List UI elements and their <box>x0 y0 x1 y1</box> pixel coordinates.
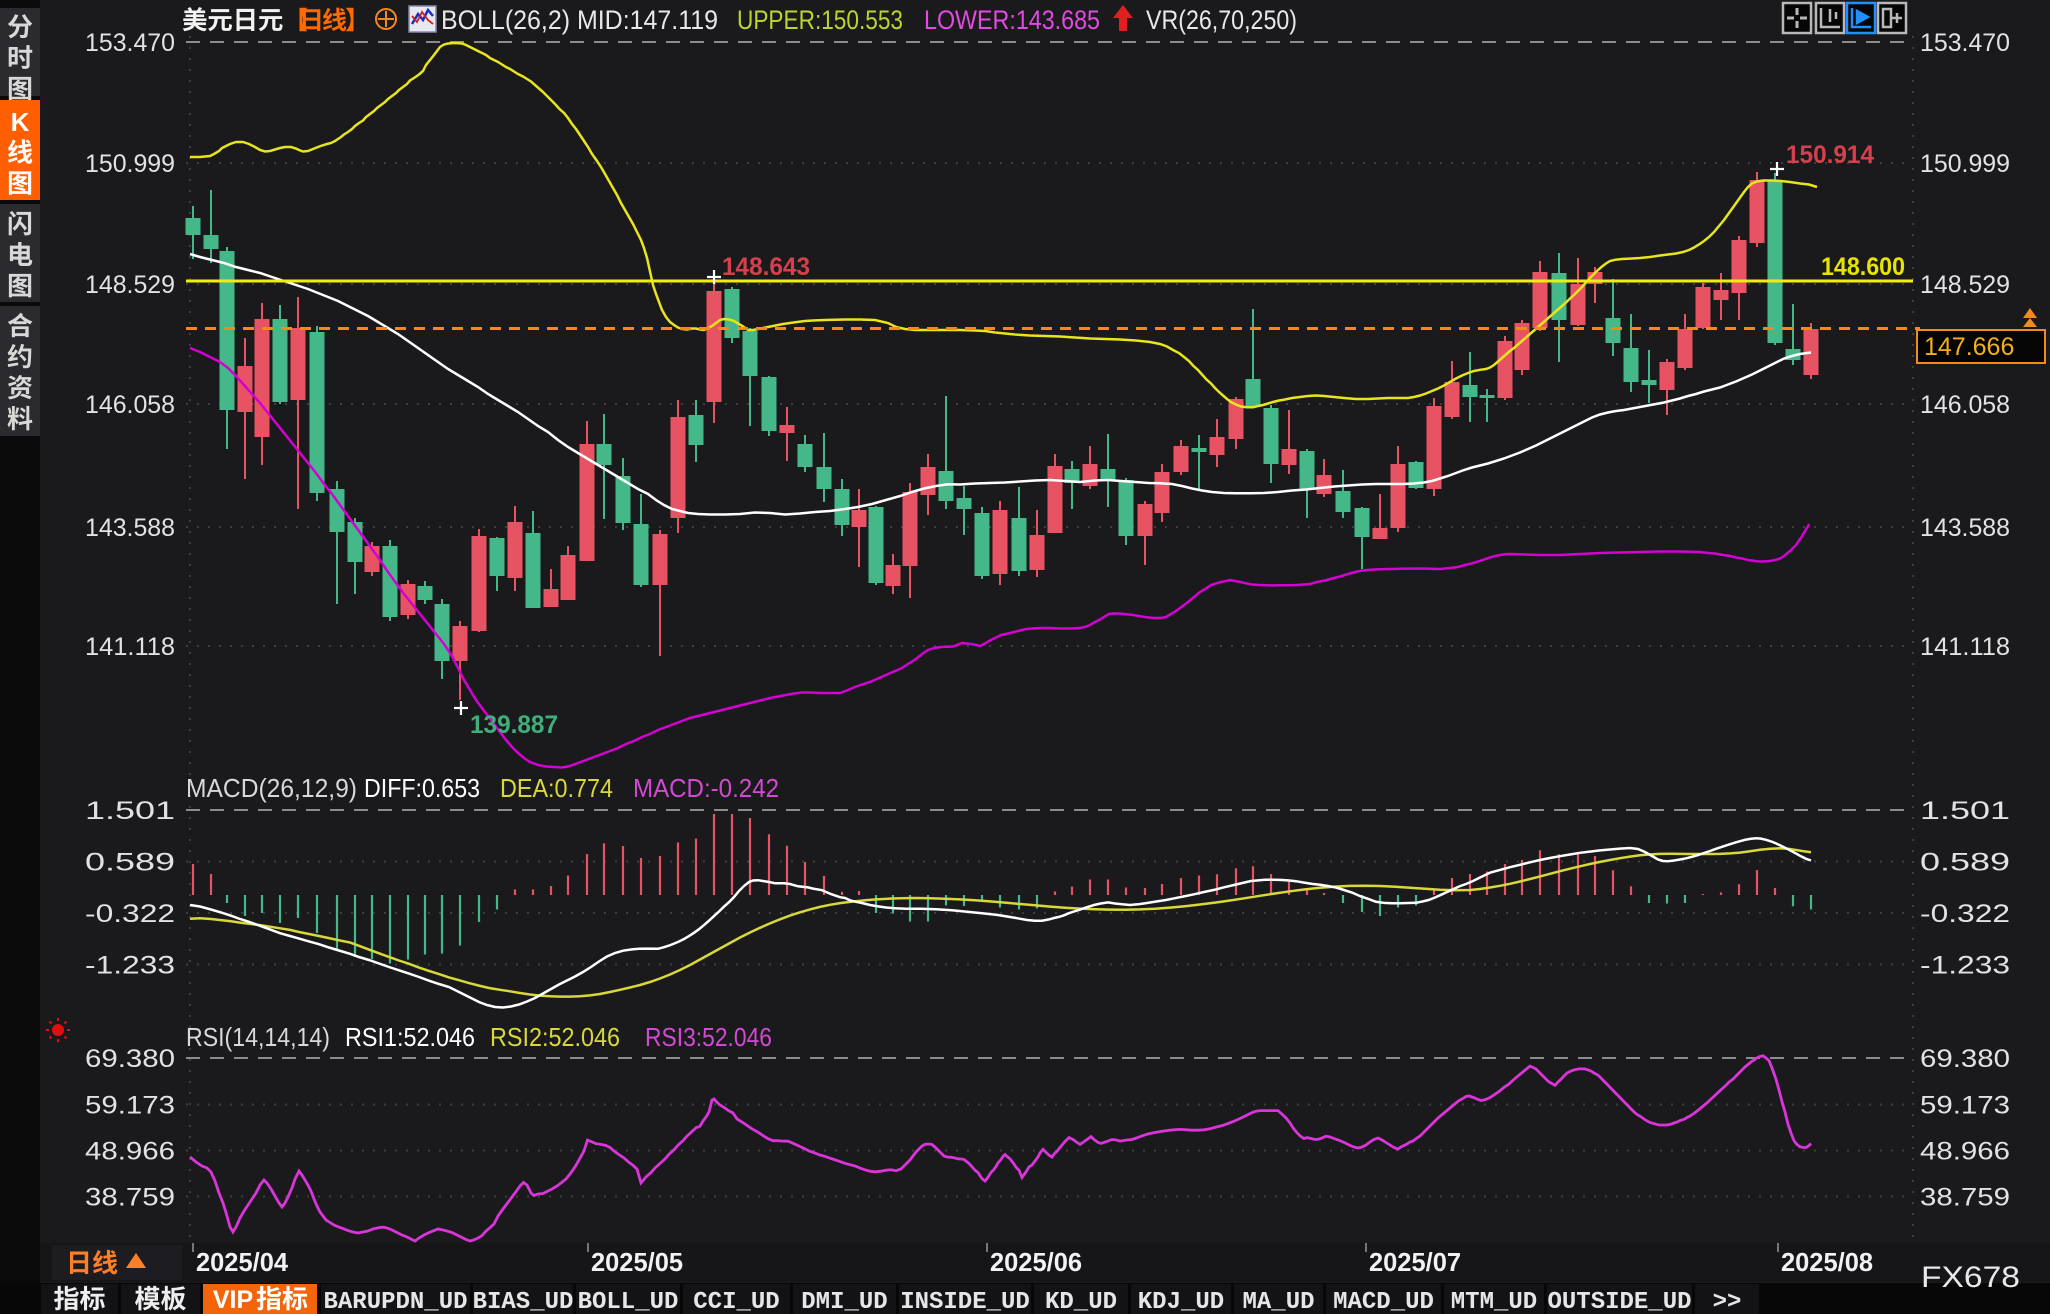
svg-text:OUTSIDE_UD: OUTSIDE_UD <box>1547 1289 1691 1314</box>
svg-text:MA_UD: MA_UD <box>1242 1289 1314 1314</box>
svg-text:-1.233: -1.233 <box>1920 952 2010 980</box>
svg-text:RSI(14,14,14): RSI(14,14,14) <box>186 1022 330 1052</box>
svg-text:2025/04: 2025/04 <box>196 1247 289 1277</box>
svg-text:148.643: 148.643 <box>722 253 810 281</box>
svg-text:-0.322: -0.322 <box>85 900 175 928</box>
svg-text:K: K <box>11 107 30 137</box>
svg-text:146.058: 146.058 <box>1920 391 2010 419</box>
svg-text:2025/06: 2025/06 <box>990 1247 1082 1277</box>
svg-text:38.759: 38.759 <box>85 1184 175 1212</box>
svg-text:0.589: 0.589 <box>85 849 175 877</box>
svg-text:MACD(26,12,9): MACD(26,12,9) <box>186 773 357 803</box>
svg-text:CCI_UD: CCI_UD <box>693 1289 779 1314</box>
svg-text:148.600: 148.600 <box>1821 253 1905 281</box>
svg-text:69.380: 69.380 <box>85 1045 175 1073</box>
svg-text:VR(26,70,250): VR(26,70,250) <box>1146 5 1297 35</box>
svg-text:RSI3:52.046: RSI3:52.046 <box>645 1022 772 1052</box>
svg-text:148.529: 148.529 <box>85 271 175 299</box>
svg-text:RSI2:52.046: RSI2:52.046 <box>490 1022 620 1052</box>
svg-text:148.529: 148.529 <box>1920 271 2010 299</box>
svg-text:INSIDE_UD: INSIDE_UD <box>900 1289 1030 1314</box>
svg-text:LOWER:143.685: LOWER:143.685 <box>924 5 1100 35</box>
svg-text:153.470: 153.470 <box>1920 29 2010 57</box>
svg-text:VIP: VIP <box>213 1286 253 1314</box>
svg-text:1.501: 1.501 <box>85 797 175 825</box>
svg-text:0.589: 0.589 <box>1920 849 2010 877</box>
svg-text:DEA:0.774: DEA:0.774 <box>500 773 613 803</box>
svg-text:147.666: 147.666 <box>1924 333 2014 361</box>
svg-text:MACD:-0.242: MACD:-0.242 <box>633 773 779 803</box>
svg-text:1.501: 1.501 <box>1920 797 2010 825</box>
svg-text:BIAS_UD: BIAS_UD <box>473 1289 574 1314</box>
svg-text:48.966: 48.966 <box>85 1138 175 1166</box>
svg-text:2025/07: 2025/07 <box>1369 1247 1461 1277</box>
svg-text:38.759: 38.759 <box>1920 1184 2010 1212</box>
svg-text:153.470: 153.470 <box>85 29 175 57</box>
svg-text:KD_UD: KD_UD <box>1045 1289 1117 1314</box>
svg-text:>>: >> <box>1713 1289 1742 1314</box>
svg-text:BOLL(26,2) MID:147.119: BOLL(26,2) MID:147.119 <box>441 5 718 35</box>
svg-text:150.914: 150.914 <box>1786 141 1874 169</box>
svg-text:59.173: 59.173 <box>85 1092 175 1120</box>
svg-text:141.118: 141.118 <box>85 633 175 661</box>
svg-text:UPPER:150.553: UPPER:150.553 <box>737 5 903 35</box>
svg-text:2025/08: 2025/08 <box>1781 1247 1873 1277</box>
svg-text:RSI1:52.046: RSI1:52.046 <box>345 1022 475 1052</box>
svg-text:150.999: 150.999 <box>85 150 175 178</box>
svg-text:-1.233: -1.233 <box>85 952 175 980</box>
svg-text:DMI_UD: DMI_UD <box>801 1289 887 1314</box>
svg-text:MACD_UD: MACD_UD <box>1333 1289 1434 1314</box>
svg-text:59.173: 59.173 <box>1920 1092 2010 1120</box>
svg-text:143.588: 143.588 <box>1920 514 2010 542</box>
svg-text:48.966: 48.966 <box>1920 1138 2010 1166</box>
svg-text:MTM_UD: MTM_UD <box>1451 1289 1537 1314</box>
svg-text:2025/05: 2025/05 <box>591 1247 683 1277</box>
svg-text:141.118: 141.118 <box>1920 633 2010 661</box>
svg-text:139.887: 139.887 <box>470 711 558 739</box>
svg-text:KDJ_UD: KDJ_UD <box>1138 1289 1224 1314</box>
svg-text:-0.322: -0.322 <box>1920 900 2010 928</box>
svg-text:150.999: 150.999 <box>1920 150 2010 178</box>
svg-text:69.380: 69.380 <box>1920 1045 2010 1073</box>
svg-text:DIFF:0.653: DIFF:0.653 <box>364 773 480 803</box>
svg-text:BARUPDN_UD: BARUPDN_UD <box>323 1289 467 1314</box>
svg-text:143.588: 143.588 <box>85 514 175 542</box>
svg-text:BOLL_UD: BOLL_UD <box>578 1289 679 1314</box>
svg-text:FX678: FX678 <box>1921 1261 2020 1294</box>
svg-text:146.058: 146.058 <box>85 391 175 419</box>
